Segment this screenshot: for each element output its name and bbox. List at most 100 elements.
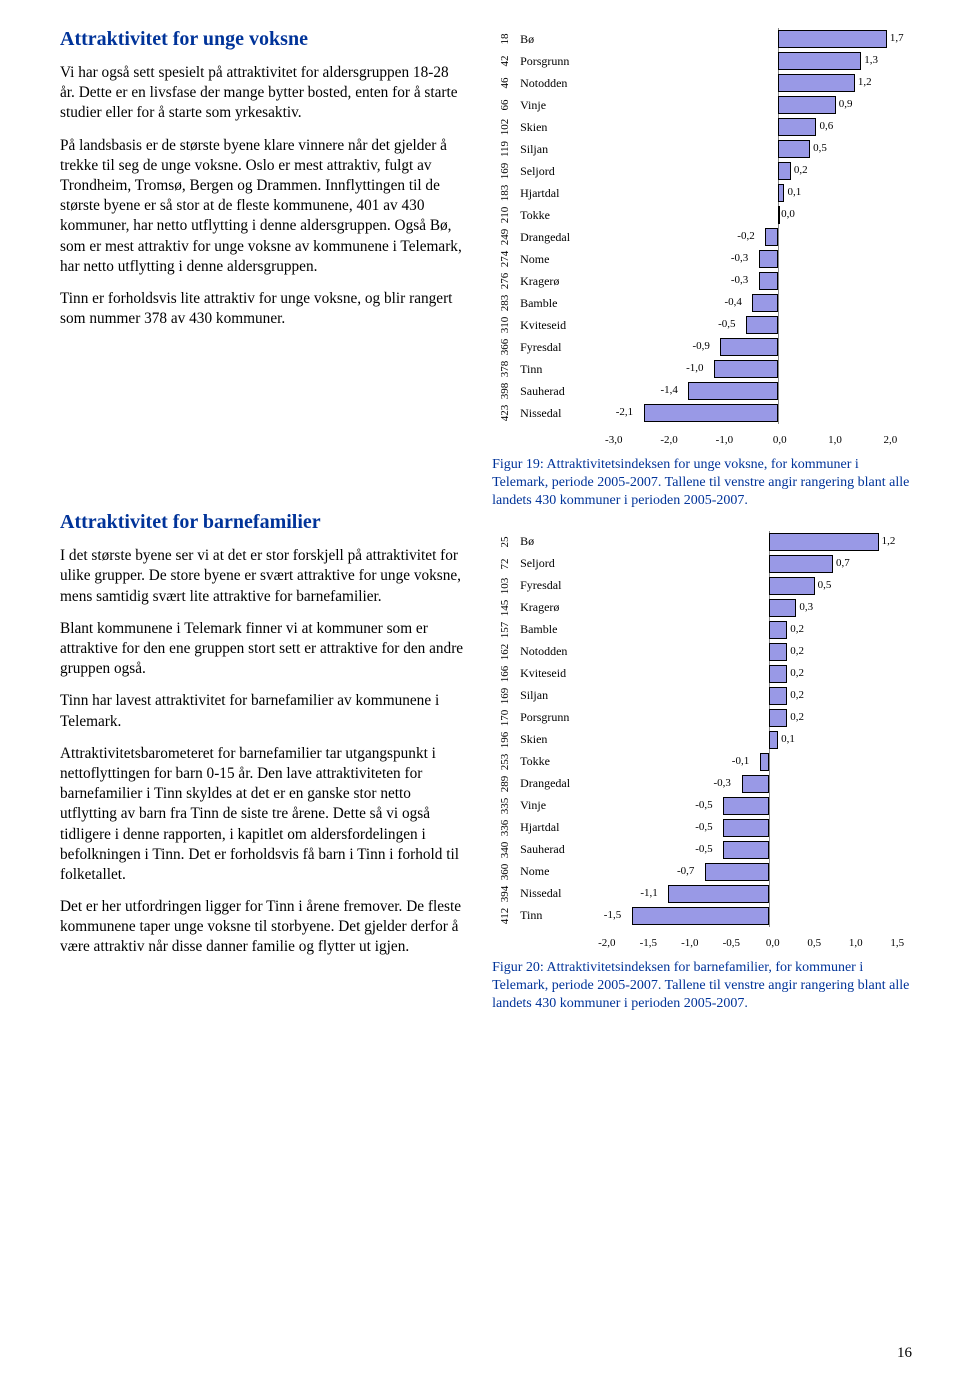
bar	[778, 74, 855, 92]
bar-area: 0,2	[586, 619, 918, 641]
zero-line	[778, 358, 779, 380]
bar	[632, 907, 769, 925]
chart-row: 283Bamble-0,4	[492, 292, 918, 314]
bar-value-label: -0,3	[731, 252, 748, 264]
chart-row: 274Nome-0,3	[492, 248, 918, 270]
bar	[742, 775, 769, 793]
zero-line	[769, 905, 770, 927]
kommune-label: Nome	[518, 864, 586, 879]
bar-area: -1,0	[586, 358, 918, 380]
bar-value-label: -1,0	[686, 362, 703, 374]
chart-row: 170Porsgrunn0,2	[492, 707, 918, 729]
bar-value-label: 0,9	[839, 98, 853, 110]
kommune-label: Porsgrunn	[518, 54, 586, 69]
bar-area: 0,2	[586, 641, 918, 663]
zero-line	[769, 883, 770, 905]
bar-area: 1,3	[586, 50, 918, 72]
kommune-label: Notodden	[518, 644, 586, 659]
bar-value-label: -0,4	[724, 296, 741, 308]
bar-value-label: -1,4	[660, 384, 677, 396]
bar-area: -0,5	[586, 314, 918, 336]
para: I det største byene ser vi at det er sto…	[60, 546, 466, 607]
bar-area: 0,2	[586, 707, 918, 729]
kommune-label: Tinn	[518, 362, 586, 377]
para: Det er her utfordringen ligger for Tinn …	[60, 897, 466, 958]
axis-tick: 0,5	[794, 937, 835, 949]
bar-area: 0,5	[586, 138, 918, 160]
zero-line	[769, 795, 770, 817]
chart-row: 310Kviteseid-0,5	[492, 314, 918, 336]
bar-area: -0,3	[586, 773, 918, 795]
bar-area: 0,6	[586, 116, 918, 138]
chart-row: 398Sauherad-1,4	[492, 380, 918, 402]
chart-row: 25Bø1,2	[492, 531, 918, 553]
zero-line	[769, 817, 770, 839]
bar-value-label: 0,5	[818, 579, 832, 591]
zero-line	[778, 314, 779, 336]
bar	[778, 206, 780, 224]
bar	[688, 382, 778, 400]
bar-value-label: 0,2	[790, 623, 804, 635]
kommune-label: Bamble	[518, 296, 586, 311]
bar-area: -0,1	[586, 751, 918, 773]
chart-row: 412Tinn-1,5	[492, 905, 918, 927]
chart-row: 66Vinje0,9	[492, 94, 918, 116]
bar	[769, 731, 778, 749]
bar-value-label: -0,2	[737, 230, 754, 242]
chart-row: 335Vinje-0,5	[492, 795, 918, 817]
bar	[769, 643, 787, 661]
zero-line	[769, 861, 770, 883]
rank-label: 423	[499, 400, 511, 426]
heading-unge-voksne: Attraktivitet for unge voksne	[60, 28, 466, 51]
bar	[752, 294, 778, 312]
bar-value-label: -0,9	[692, 340, 709, 352]
kommune-label: Bø	[518, 32, 586, 47]
bar-value-label: 1,2	[882, 535, 896, 547]
bar	[769, 533, 879, 551]
chart-row: 42Porsgrunn1,3	[492, 50, 918, 72]
bar-area: 1,2	[586, 531, 918, 553]
left-column: Attraktivitet for unge voksne Vi har ogs…	[60, 28, 466, 1033]
axis-tick: 1,0	[835, 937, 876, 949]
bar	[644, 404, 778, 422]
chart-row: 366Fyresdal-0,9	[492, 336, 918, 358]
bar	[769, 665, 787, 683]
zero-line	[778, 226, 779, 248]
para: Attraktivitetsbarometeret for barnefamil…	[60, 744, 466, 885]
bar-value-label: -0,1	[732, 755, 749, 767]
bar	[778, 140, 810, 158]
bar-area: 0,7	[586, 553, 918, 575]
bar-value-label: 0,1	[787, 186, 801, 198]
bar-value-label: 1,3	[864, 54, 878, 66]
chart-row: 360Nome-0,7	[492, 861, 918, 883]
bar-area: -0,5	[586, 795, 918, 817]
chart-row: 196Skien0,1	[492, 729, 918, 751]
bar-area: 0,2	[586, 160, 918, 182]
bar	[778, 184, 784, 202]
bar-area: -1,4	[586, 380, 918, 402]
bar-area: -1,5	[586, 905, 918, 927]
kommune-label: Nissedal	[518, 886, 586, 901]
bar-area: -2,1	[586, 402, 918, 424]
bar-area: 0,1	[586, 182, 918, 204]
bar-value-label: -2,1	[616, 406, 633, 418]
chart-row: 340Sauherad-0,5	[492, 839, 918, 861]
bar-value-label: 0,2	[790, 711, 804, 723]
bar-area: -0,3	[586, 270, 918, 292]
bar-area: -1,1	[586, 883, 918, 905]
para: Blant kommunene i Telemark finner vi at …	[60, 619, 466, 680]
chart-row: 289Drangedal-0,3	[492, 773, 918, 795]
chart-row: 72Seljord0,7	[492, 553, 918, 575]
bar-value-label: 0,3	[799, 601, 813, 613]
bar	[778, 52, 861, 70]
bar-value-label: 0,2	[790, 689, 804, 701]
bar	[778, 162, 791, 180]
kommune-label: Nome	[518, 252, 586, 267]
bar	[765, 228, 778, 246]
para: Tinn er forholdsvis lite attraktiv for u…	[60, 289, 466, 329]
bar-value-label: 0,7	[836, 557, 850, 569]
kommune-label: Skien	[518, 732, 586, 747]
bar	[668, 885, 769, 903]
kommune-label: Sauherad	[518, 384, 586, 399]
kommune-label: Vinje	[518, 98, 586, 113]
